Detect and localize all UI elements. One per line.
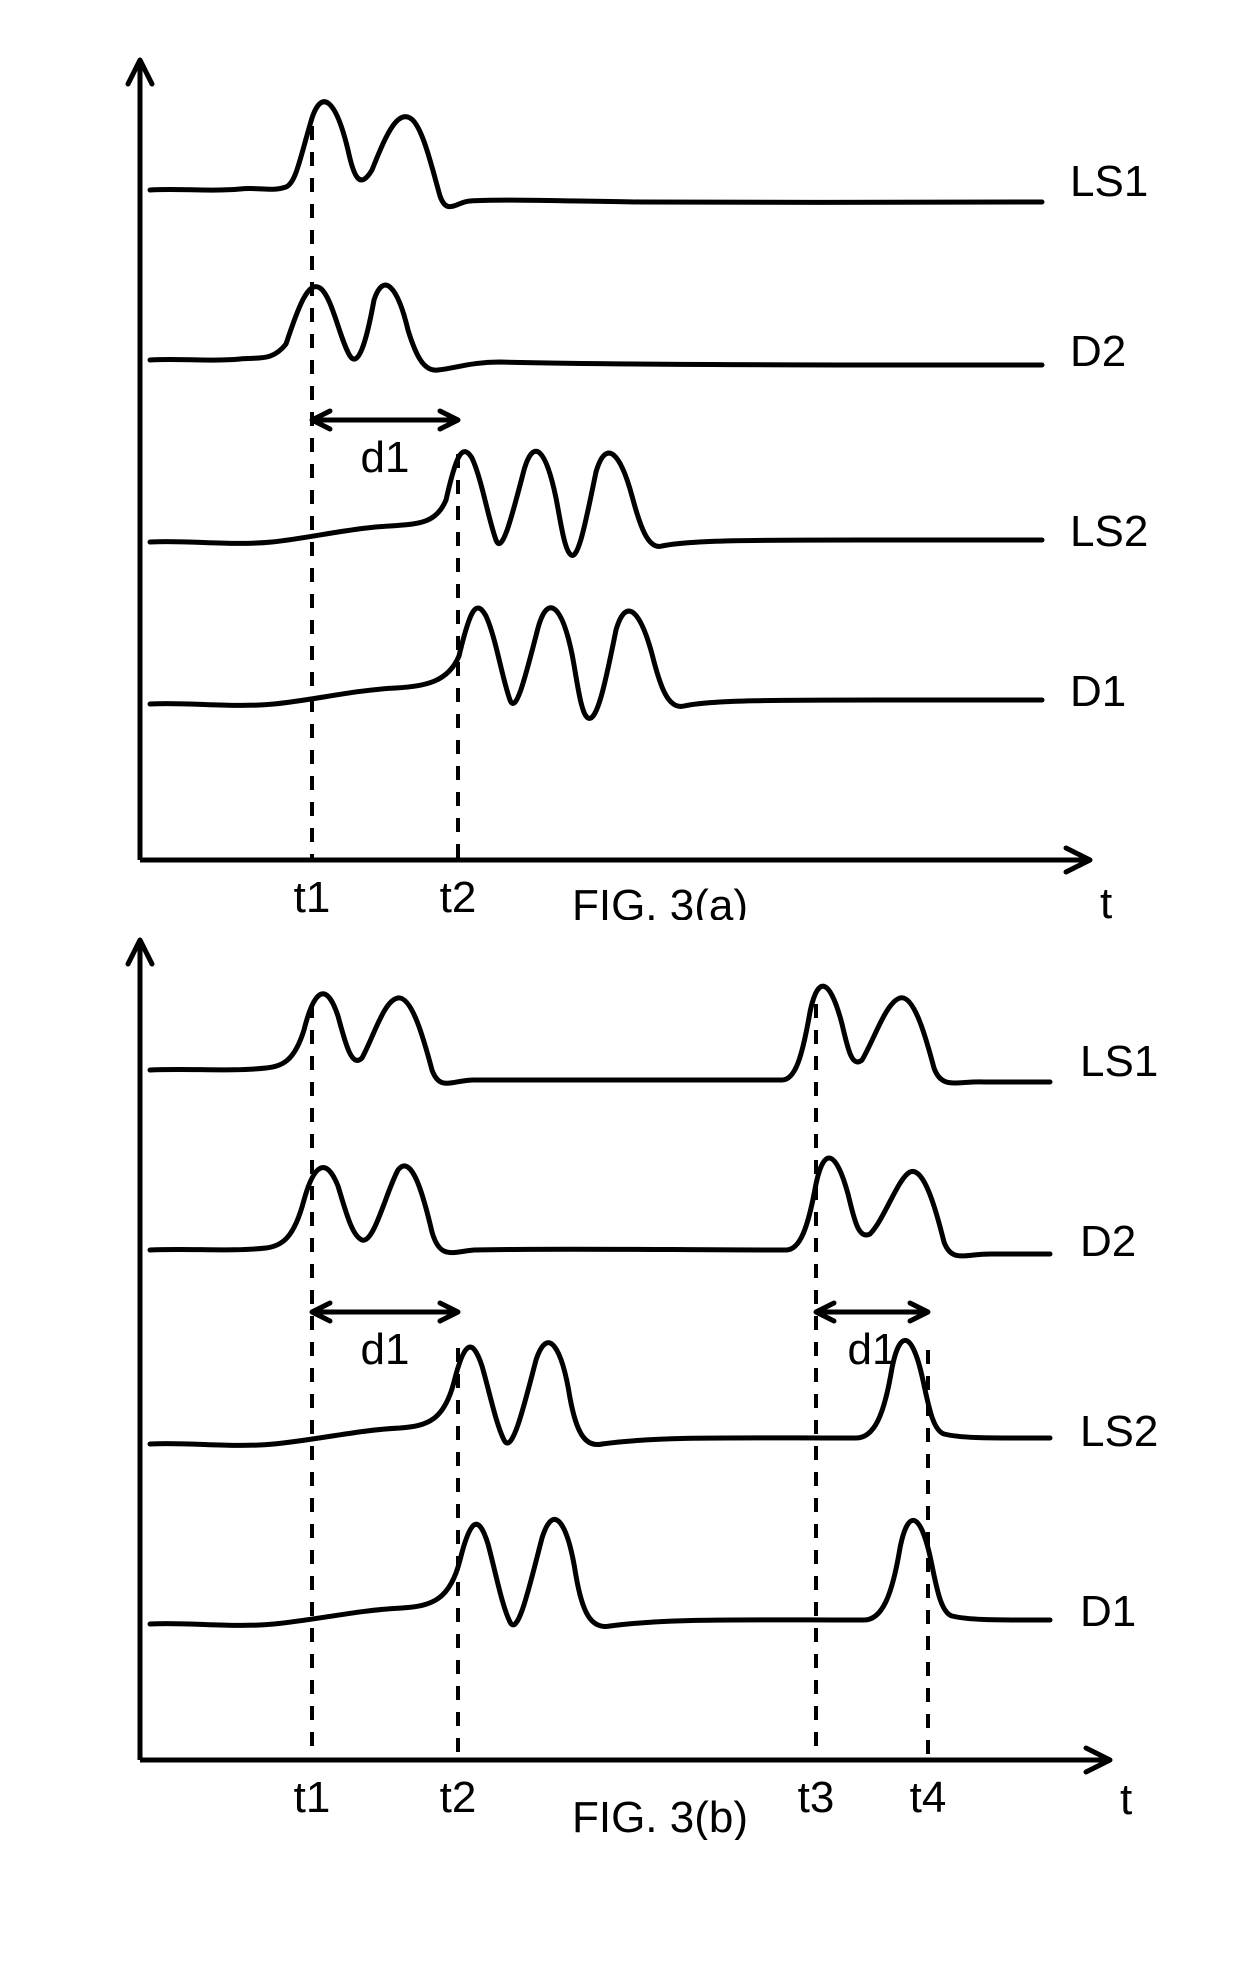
figure-3b: LS1 D2 LS2 D1 t1 t2 t3 t4 d1 d1 FIG. 3(b) t [40,920,1200,1840]
trace-LS1 [150,102,1042,207]
trace-label-LS1: LS1 [1070,157,1148,206]
trace-label-D2: D2 [1070,327,1126,376]
trace-label-LS2: LS2 [1080,1407,1158,1456]
trace-D1 [150,608,1042,719]
dim-label-d1-1: d1 [848,1325,897,1374]
vline-label-t2: t2 [440,1773,477,1822]
trace-label-LS2: LS2 [1070,507,1148,556]
trace-LS2 [150,451,1042,555]
trace-D1 [150,1519,1050,1626]
vline-label-t3: t3 [798,1773,835,1822]
trace-D2 [150,285,1042,370]
vline-label-t4: t4 [910,1773,947,1822]
dim-label-d1-0: d1 [361,1325,410,1374]
trace-LS1 [150,986,1050,1083]
trace-label-D1: D1 [1080,1587,1136,1636]
figure-caption: FIG. 3(b) [572,1793,748,1840]
trace-label-LS1: LS1 [1080,1037,1158,1086]
x-axis-label: t [1100,879,1112,920]
trace-label-D1: D1 [1070,667,1126,716]
vline-label-t1: t1 [294,873,331,920]
figure-caption: FIG. 3(a) [572,881,748,920]
dim-label-d1-0: d1 [361,433,410,482]
figures-container: LS1 D2 LS2 D1 t1 t2 d1 FIG. 3(a) t LS1 D2 LS2 D1 t1 t… [40,40,1200,1840]
x-axis-label: t [1120,1775,1132,1824]
vline-label-t2: t2 [440,873,477,920]
trace-label-D2: D2 [1080,1217,1136,1266]
trace-D2 [150,1158,1050,1256]
vline-label-t1: t1 [294,1773,331,1822]
figure-3a: LS1 D2 LS2 D1 t1 t2 d1 FIG. 3(a) t [40,40,1200,920]
trace-LS2 [150,1340,1050,1445]
